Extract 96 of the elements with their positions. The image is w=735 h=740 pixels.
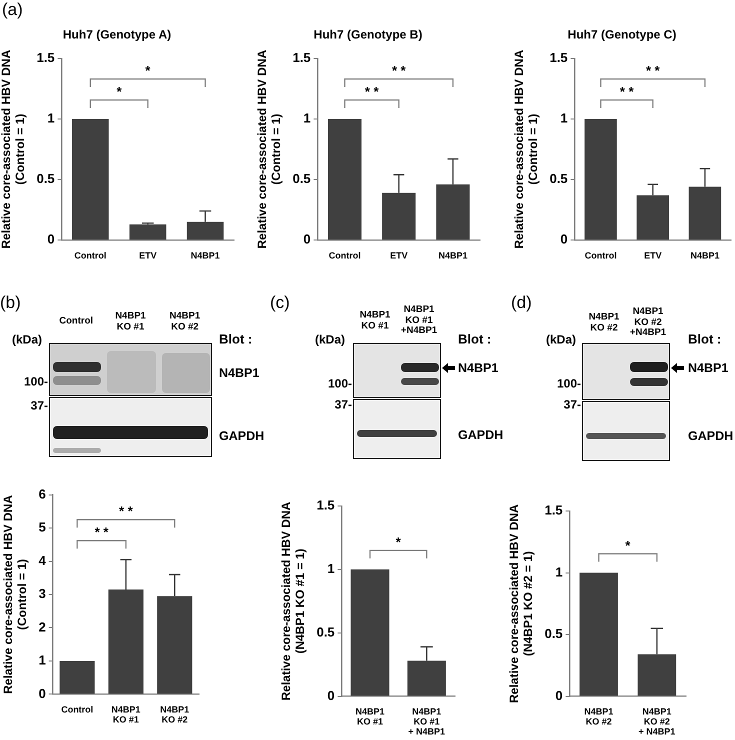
y-tick-label: 0	[560, 232, 568, 247]
y-tick-label: 0	[47, 232, 55, 247]
chart-title: Huh7 (Genotype A)	[62, 28, 172, 42]
y-tick-label: 1	[38, 652, 46, 668]
annotation: * *	[392, 63, 407, 78]
bar	[60, 660, 95, 694]
chart-title: Huh7 (Genotype C)	[568, 28, 676, 42]
text: (kDa)	[315, 332, 346, 347]
y-axis-title: Relative core-associated HBV DNA (N4BP1 KO #1 = 1)	[279, 501, 308, 701]
y-tick-label: 3	[38, 586, 46, 602]
y-tick-label: 0	[327, 688, 335, 703]
y-tick-label: 1.5	[544, 502, 563, 518]
x-tick-label: ETV	[390, 250, 408, 261]
y-axis-title: Relative core-associated HBV DNA (Control = 1)	[1, 494, 30, 694]
y-tick-label: 5	[38, 520, 46, 535]
y-tick-label: 0	[303, 232, 311, 247]
y-tick-label: 0.5	[544, 626, 563, 642]
y-tick-label: 1.5	[36, 50, 55, 65]
x-tick-label: Control	[328, 250, 361, 261]
y-tick-label: 2	[38, 619, 46, 634]
text: (kDa)	[546, 332, 576, 347]
y-axis-title: Relative core-associated HBV DNA (N4BP1 KO #2 = 1)	[507, 504, 536, 704]
x-tick-label: N4BP1	[190, 250, 220, 261]
y-axis-title: Relative core-associated HBV DNA (Control = 1)	[255, 50, 284, 249]
text: 37-	[564, 397, 581, 412]
y-tick-label: 1.5	[292, 50, 311, 65]
text: GAPDH	[688, 429, 734, 443]
text: (d)	[511, 293, 532, 312]
x-tick-label: N4BP1 KO #2	[584, 706, 614, 727]
annotation: * *	[94, 524, 110, 540]
y-tick-label: 1	[555, 564, 563, 580]
annotation: *	[116, 84, 123, 100]
category-label: N4BP1 KO #2 +N4BP1	[630, 306, 666, 339]
text: Blot :	[688, 332, 722, 348]
x-tick-label: Control	[61, 704, 94, 715]
bar	[72, 118, 109, 240]
text: 37-	[30, 398, 48, 413]
category-label: Control	[59, 316, 94, 328]
y-tick-label: 1	[47, 110, 55, 126]
text: 100-	[24, 374, 48, 389]
annotation: *	[396, 534, 402, 550]
annotation: * *	[646, 63, 661, 78]
y-axis-title: Relative core-associated HBV DNA (Control = 1)	[0, 50, 28, 249]
text: GAPDH	[219, 429, 264, 443]
y-tick-label: 4	[38, 552, 47, 568]
y-tick-label: 1	[560, 110, 568, 126]
bar	[328, 118, 362, 240]
x-tick-label: N4BP1 KO #2	[160, 704, 190, 725]
text: 37-	[334, 397, 352, 412]
category-label: N4BP1 KO #1 +N4BP1	[400, 304, 438, 337]
y-tick-label: 0.5	[36, 171, 55, 186]
text: GAPDH	[458, 428, 504, 442]
y-tick-label: 1	[327, 561, 335, 576]
chart-title: Huh7 (Genotype B)	[314, 28, 422, 42]
text: N4BP1	[688, 361, 728, 375]
annotation: *	[625, 538, 632, 553]
annotation: *	[145, 63, 152, 78]
category-label: N4BP1 KO #2	[588, 311, 620, 334]
text: (b)	[0, 293, 21, 312]
text: (a)	[2, 0, 23, 20]
x-tick-label: Control	[584, 250, 617, 261]
category-label: N4BP1 KO #1	[360, 309, 390, 332]
y-tick-label: 0	[38, 686, 46, 701]
text: N4BP1	[458, 361, 498, 375]
y-tick-label: 1.5	[316, 498, 335, 513]
text: N4BP1	[219, 366, 260, 380]
category-label: N4BP1 KO #1	[115, 310, 146, 333]
y-tick-label: 0	[555, 688, 563, 703]
y-axis-title: Relative core-associated HBV DNA (Control = 1)	[512, 50, 540, 249]
x-tick-label: ETV	[139, 250, 157, 261]
x-tick-label: N4BP1 KO #1	[111, 704, 140, 725]
annotation: * *	[620, 84, 635, 100]
text: (kDa)	[12, 332, 42, 347]
y-tick-label: 0.5	[316, 624, 335, 640]
x-tick-label: N4BP1 KO #1 + N4BP1	[408, 706, 446, 737]
y-tick-label: 0.5	[292, 171, 311, 186]
text: Blot :	[219, 332, 252, 348]
category-label: N4BP1 KO #2	[170, 310, 200, 333]
text: 100-	[556, 376, 581, 391]
x-tick-label: ETV	[644, 250, 662, 261]
y-tick-label: 1	[303, 110, 311, 126]
annotation: * *	[364, 84, 380, 100]
text: (c)	[270, 293, 290, 312]
y-tick-label: 6	[38, 486, 46, 502]
bar	[129, 224, 166, 240]
x-tick-label: N4BP1 KO #2 + N4BP1	[638, 706, 676, 737]
text: Blot :	[458, 332, 492, 348]
x-tick-label: N4BP1 KO #1	[355, 706, 385, 727]
text: 100-	[328, 376, 352, 391]
x-tick-label: N4BP1	[690, 250, 720, 261]
y-tick-label: 0.5	[550, 171, 568, 186]
x-tick-label: Control	[74, 250, 106, 261]
x-tick-label: N4BP1	[438, 250, 468, 261]
y-tick-label: 1.5	[550, 50, 568, 65]
bar	[584, 118, 617, 240]
annotation: * *	[119, 504, 134, 519]
